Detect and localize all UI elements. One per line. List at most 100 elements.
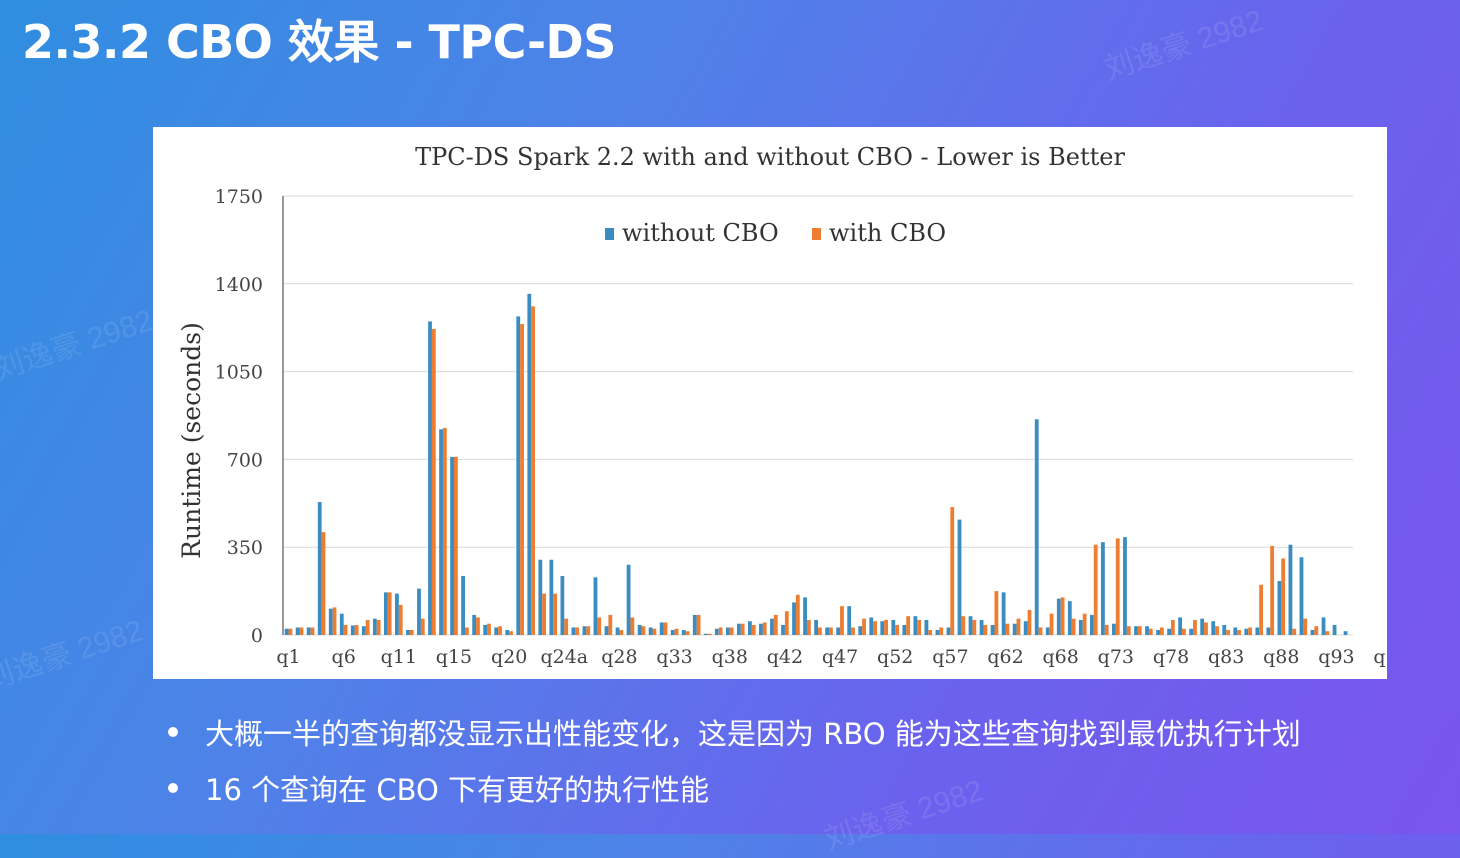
bar — [714, 628, 719, 635]
bar — [339, 613, 344, 635]
bar — [1189, 628, 1194, 635]
bar — [1325, 631, 1330, 635]
bullet-item: 大概一半的查询都没显示出性能变化，这是因为 RBO 能为这些查询找到最优执行计划 — [168, 706, 1301, 762]
bar — [814, 619, 818, 635]
bar — [917, 619, 922, 635]
bar — [740, 623, 745, 635]
bar — [770, 618, 774, 635]
bar — [880, 621, 885, 635]
x-tick-label: q15 — [436, 646, 472, 668]
bar — [707, 633, 712, 635]
bar — [295, 627, 300, 635]
bar — [781, 624, 785, 635]
bar — [1299, 557, 1304, 635]
bar — [1056, 598, 1061, 635]
bar — [685, 631, 690, 635]
x-tick-label: q78 — [1153, 646, 1189, 668]
bar — [1292, 628, 1297, 635]
bar — [1281, 558, 1286, 635]
bar — [906, 616, 911, 635]
bar — [509, 631, 513, 635]
bar — [516, 316, 521, 635]
bar — [1045, 627, 1050, 635]
bar — [553, 593, 558, 635]
watermark: 刘逸豪 2982 — [1100, 4, 1268, 87]
bar — [439, 429, 443, 635]
x-tick-label: q88 — [1263, 646, 1299, 668]
x-tick-label: q38 — [712, 646, 748, 668]
bar — [928, 629, 933, 635]
x-tick-label: q11 — [381, 646, 417, 668]
bar — [299, 627, 304, 635]
bar — [531, 306, 535, 635]
bar — [773, 614, 778, 635]
bar — [608, 614, 613, 635]
bar — [582, 626, 587, 635]
bar — [1233, 627, 1238, 635]
bar — [1204, 622, 1208, 635]
bar — [465, 627, 469, 635]
bar — [784, 611, 789, 635]
bar — [450, 456, 454, 635]
x-tick-label: q68 — [1043, 646, 1079, 668]
bar — [950, 507, 955, 635]
bar — [891, 619, 896, 635]
bar — [1200, 618, 1205, 635]
bar — [1027, 609, 1032, 635]
bar — [1178, 617, 1183, 635]
bar — [321, 532, 326, 635]
bar — [729, 627, 734, 635]
bar — [748, 621, 752, 635]
bar — [597, 617, 602, 635]
bar — [1016, 618, 1021, 635]
bar — [538, 559, 543, 635]
x-tick-label: q20 — [491, 646, 527, 668]
x-tick-label: q33 — [656, 646, 692, 668]
bar — [939, 627, 944, 635]
bar — [803, 597, 807, 635]
watermark: 刘逸豪 2982 — [0, 614, 148, 697]
bar — [983, 624, 988, 635]
bar — [1078, 619, 1083, 635]
bar — [648, 627, 653, 635]
bar — [1270, 545, 1275, 635]
x-tick-label: q52 — [877, 646, 913, 668]
bar — [895, 624, 900, 635]
bar — [961, 616, 966, 635]
bar — [1222, 624, 1227, 635]
x-tick-label: q73 — [1098, 646, 1134, 668]
bar — [1266, 627, 1271, 635]
x-tick-label: q1 — [276, 646, 300, 668]
bar — [913, 616, 918, 635]
bar — [862, 618, 866, 635]
bar — [1134, 626, 1138, 635]
bar — [762, 622, 767, 635]
bar — [428, 321, 432, 635]
bar — [1321, 617, 1326, 635]
legend-label: without CBO — [622, 219, 779, 247]
bar — [652, 628, 657, 635]
chart-panel: 0 350 700 1050 1400 1750 TPC-DS Spark 2.2 with… — [153, 127, 1387, 679]
legend-swatch — [812, 228, 821, 240]
bar — [1005, 623, 1010, 635]
slide-title: 2.3.2 CBO 效果 - TPC-DS — [22, 15, 616, 69]
bar — [604, 626, 609, 635]
bar — [696, 614, 701, 635]
x-tick-label: q93 — [1318, 646, 1354, 668]
bar — [902, 624, 907, 635]
bar — [806, 619, 811, 635]
bar — [884, 619, 888, 635]
bar — [1104, 624, 1109, 635]
bar — [1288, 544, 1293, 635]
bar — [1343, 631, 1348, 635]
bullet-dot-icon — [168, 727, 178, 737]
bar — [630, 617, 635, 635]
bar — [406, 629, 410, 635]
bar — [376, 619, 381, 635]
x-tick-label: q24a — [540, 646, 588, 668]
bullet-text: 大概一半的查询都没显示出性能变化，这是因为 RBO 能为这些查询找到最优执行计划 — [205, 717, 1301, 751]
bar — [972, 619, 977, 635]
bar — [284, 628, 289, 635]
bar — [365, 619, 370, 635]
bar — [869, 617, 874, 635]
